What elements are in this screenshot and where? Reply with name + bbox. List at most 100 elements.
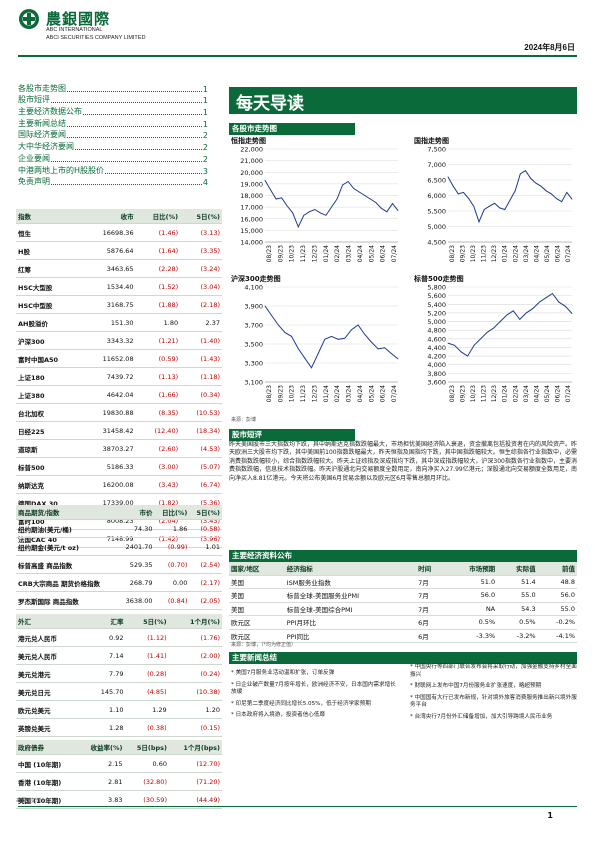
x-tick-label: 06/24 <box>380 385 387 402</box>
commodity-cell: (2.54) <box>189 555 222 574</box>
table-of-contents: 各股市走势图 1 股市短评 1 主要经济数据公布 1 主要新闻总结 1 国际经济要闻 2 大中华经济… <box>18 82 208 188</box>
news-item: * 美国7月服务业活动温和扩张，订单反弹 <box>231 670 335 676</box>
toc-item[interactable]: 中港两地上市的H股股价 3 <box>18 164 208 176</box>
news-section-title: 主要新闻总结 <box>229 652 577 664</box>
index-cell: (1.18) <box>180 367 222 386</box>
index-cell: 5186.33 <box>82 457 136 476</box>
data-point <box>304 357 306 359</box>
toc-item-label: 企业要闻 <box>18 153 50 163</box>
data-point <box>483 209 485 210</box>
index-cell: 沪深300 <box>16 331 83 350</box>
toc-item[interactable]: 大中华经济要闻 2 <box>18 140 208 152</box>
fx-cell: (4.85) <box>125 682 169 701</box>
x-tick-label: 08/23 <box>266 245 273 262</box>
toc-item[interactable]: 企业要闻 2 <box>18 152 208 164</box>
data-point <box>324 338 326 340</box>
index-cell: 16200.08 <box>82 475 136 494</box>
report-date: 2024年8月6日 <box>524 43 575 52</box>
x-tick-label: 03/24 <box>523 245 530 262</box>
toc-item[interactable]: 主要新闻总结 1 <box>18 117 208 129</box>
fx-header-cell: 汇率 <box>83 614 126 629</box>
index-cell: 38703.27 <box>82 439 136 458</box>
table-row: 日经225 31458.42 (12.40) (18.34) <box>16 421 222 440</box>
data-point <box>364 334 366 335</box>
toc-item[interactable]: 股市短评 1 <box>18 94 208 106</box>
toc-item-label: 免责声明 <box>18 177 50 187</box>
y-tick-label: 14,000 <box>240 239 263 247</box>
fx-cell: 1.10 <box>83 700 126 719</box>
index-cell: AH股溢价 <box>16 313 83 332</box>
index-cell: 纳斯达克 <box>16 475 83 494</box>
news-item: * 中国央行等四部门联合发布会将采取行动，加强金融支持乡村全面振兴 <box>410 664 577 678</box>
data-point <box>473 344 475 346</box>
y-tick-label: 7,500 <box>427 146 446 154</box>
x-tick-label: 10/23 <box>470 245 477 262</box>
y-tick-label: 5,200 <box>427 309 446 317</box>
toc-item[interactable]: 免责声明 4 <box>18 176 208 187</box>
toc-item[interactable]: 主要经济数据公布 1 <box>18 105 208 117</box>
y-tick-label: 5,500 <box>427 208 446 216</box>
toc-item[interactable]: 各股市走势图 1 <box>18 82 208 94</box>
footer-divider <box>18 806 577 807</box>
commodity-cell: 74.30 <box>117 519 155 538</box>
data-point <box>369 198 371 200</box>
data-point <box>351 329 352 331</box>
index-cell: (4.53) <box>180 439 222 458</box>
fx-cell: (0.15) <box>168 718 222 737</box>
data-point <box>488 205 490 207</box>
table-row: 美元兑港元 7.79 (0.28) (0.24) <box>16 664 222 683</box>
fx-cell: 1.28 <box>83 718 126 737</box>
index-cell: 日经225 <box>16 421 83 440</box>
data-point <box>457 193 459 195</box>
commodity-cell: 1.01 <box>189 537 222 556</box>
x-tick-label: 01/24 <box>502 385 509 402</box>
index-header-cell: 5日(%) <box>180 209 222 224</box>
econ-header-cell: 前值 <box>537 562 577 576</box>
series-line <box>264 305 399 369</box>
news-item-text: 中国央行等四部门联合发布会将采取行动，加强金融支持乡村全面振兴 <box>410 664 577 678</box>
toc-leader-dots <box>67 90 202 92</box>
econ-cell: 54.3 <box>497 602 538 616</box>
index-cell: (0.59) <box>135 349 181 368</box>
index-cell: 5876.64 <box>82 241 136 260</box>
y-tick-label: 4,400 <box>427 344 446 352</box>
index-cell: 道琼斯 <box>16 439 83 458</box>
data-point <box>347 181 349 182</box>
index-cell: (18.34) <box>180 421 222 440</box>
news-item-text: 财联网上发布中国7月份服务业扩张速度，略超预期 <box>414 683 542 689</box>
data-point <box>550 193 552 195</box>
y-tick-label: 4,200 <box>427 353 446 361</box>
data-point <box>271 315 273 316</box>
y-tick-label: 17,000 <box>240 204 263 212</box>
toc-item-page: 2 <box>202 131 208 141</box>
x-tick-label: 04/24 <box>357 245 364 262</box>
index-cell: 富时中国A50 <box>16 349 83 368</box>
data-point <box>504 209 506 210</box>
news-item-text: 印尼第二季度经济同比增长5.05%，低于经济学家预期 <box>235 700 371 707</box>
commodity-cell: (0.99) <box>154 537 190 556</box>
news-item: * 日本政府将入境游，投资者信心低靡 <box>231 712 326 718</box>
toc-item[interactable]: 国际经济要闻 2 <box>18 129 208 141</box>
data-point <box>390 353 392 354</box>
fx-cell: 145.70 <box>83 682 126 701</box>
data-point <box>371 341 372 343</box>
fx-table: 外汇 汇率 5日(%) 1个月(%) 港元兑人民币 0.92 (1.12) (1.76) 美元兑… <box>16 614 222 755</box>
data-point <box>486 331 488 333</box>
data-point <box>571 313 573 314</box>
data-point <box>392 203 393 205</box>
news-item-text: 台湾央行7月份外汇储备增加，加大引导跨境人民币业务 <box>414 713 553 720</box>
news-item: * 财联网上发布中国7月份服务业扩张速度，略超预期 <box>410 683 542 689</box>
index-header-cell: 收市 <box>82 209 136 224</box>
data-point <box>552 293 553 294</box>
data-point <box>454 344 455 346</box>
x-tick-label: 06/24 <box>554 245 561 262</box>
econ-cell: -3.3% <box>445 629 498 643</box>
fx-cell: (1.76) <box>168 628 222 647</box>
table-row: CRB大宗商品 期货价格指数 268.79 0.00 (2.17) <box>16 573 222 592</box>
toc-item-page: 1 <box>202 84 208 94</box>
data-point <box>320 212 321 214</box>
fx-cell: 1.29 <box>125 700 169 719</box>
bond-header-cell: 5日(bps) <box>124 740 169 755</box>
fx-header-cell: 1个月(%) <box>168 614 222 629</box>
toc-item-page: 1 <box>202 96 208 106</box>
